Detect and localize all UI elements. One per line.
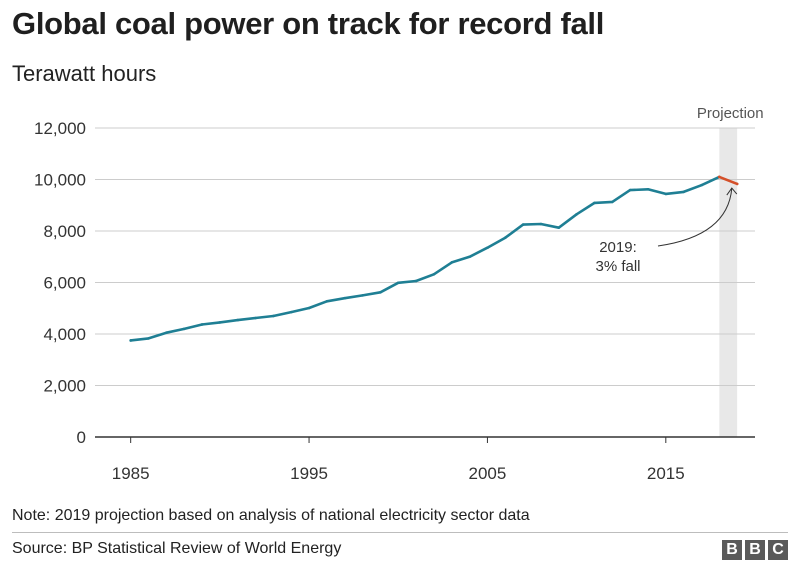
annotation-2019-line1: 2019: <box>599 239 637 256</box>
data-point-historical <box>343 296 347 300</box>
bbc-logo: B B C <box>722 540 788 560</box>
data-point-historical <box>379 290 382 294</box>
data-point-historical <box>610 200 614 204</box>
series-line-projection <box>717 175 739 186</box>
logo-letter: C <box>768 540 788 560</box>
y-tick-label: 8,000 <box>43 222 86 241</box>
data-point-historical <box>361 294 364 297</box>
data-point-historical <box>521 223 525 226</box>
footer-divider <box>12 532 788 533</box>
data-point-historical <box>182 327 186 331</box>
annotation-arrow <box>657 188 733 247</box>
data-point-historical <box>289 310 293 314</box>
logo-letter: B <box>745 540 765 560</box>
data-point-historical <box>218 321 222 324</box>
data-point-historical <box>575 212 578 216</box>
data-point-historical <box>432 272 436 276</box>
chart-subtitle: Terawatt hours <box>12 61 157 86</box>
logo-letter: B <box>722 540 742 560</box>
data-point-historical <box>628 188 632 192</box>
coal-power-line-chart: 0 2,000 4,000 6,000 8,000 10,000 12,000 1985 199… <box>34 105 764 483</box>
data-point-projection <box>735 182 739 186</box>
annotation-2019-line2: 3% fall <box>595 258 640 275</box>
x-tick-label: 1985 <box>112 464 150 483</box>
y-tick-label: 6,000 <box>43 274 86 293</box>
data-point-historical <box>414 279 418 283</box>
x-tick-label: 2015 <box>647 464 685 483</box>
chart-title: Global coal power on track for record fa… <box>12 6 605 41</box>
data-point-historical <box>557 226 561 229</box>
data-point-historical <box>236 318 240 322</box>
y-tick-label: 10,000 <box>34 171 86 190</box>
data-point-historical <box>254 316 257 320</box>
data-point-historical <box>147 337 150 340</box>
data-point-historical <box>486 246 489 250</box>
y-tick-label: 0 <box>77 428 86 447</box>
data-point-historical <box>646 187 650 191</box>
series-line-historical <box>129 175 721 342</box>
y-tick-label: 4,000 <box>43 325 86 344</box>
data-point-historical <box>272 314 275 318</box>
x-tick-label: 2005 <box>469 464 507 483</box>
annotation-arrowhead <box>726 187 738 196</box>
data-point-historical <box>664 192 668 196</box>
data-point-historical <box>450 261 454 264</box>
data-point-historical <box>503 236 507 239</box>
data-point-historical <box>165 331 168 335</box>
data-point-historical <box>325 299 329 303</box>
data-point-historical <box>200 323 204 326</box>
data-point-historical <box>468 255 471 259</box>
data-point-historical <box>539 222 543 226</box>
source-text: Source: BP Statistical Review of World E… <box>12 540 342 557</box>
data-point-historical <box>307 306 311 310</box>
data-point-historical <box>129 339 132 342</box>
data-point-projection <box>718 175 721 179</box>
projection-label: Projection <box>697 105 764 122</box>
y-tick-label: 2,000 <box>43 377 86 396</box>
data-point-historical <box>593 201 596 205</box>
footnote: Note: 2019 projection based on analysis … <box>12 507 530 524</box>
data-point-historical <box>700 183 703 187</box>
y-tick-label: 12,000 <box>34 119 86 138</box>
data-point-historical <box>682 190 685 194</box>
x-tick-label: 1995 <box>290 464 328 483</box>
data-point-historical <box>396 281 400 285</box>
